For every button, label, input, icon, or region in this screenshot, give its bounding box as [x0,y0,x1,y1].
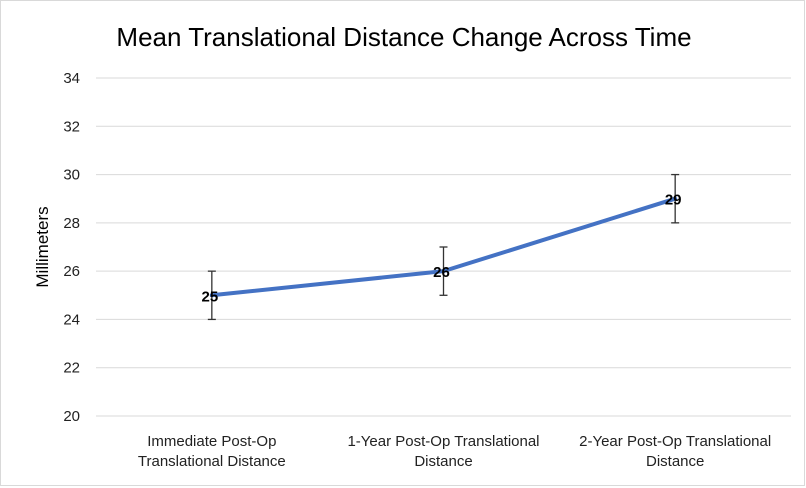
x-category-labels: Immediate Post-Op Translational Distance 1… [138,433,771,470]
data-label-1: 25 [201,288,218,305]
y-tick-label-30: 30 [63,167,80,184]
y-tick-label-34: 34 [63,70,80,87]
error-bar-1 [207,270,216,321]
y-tick-label-26: 26 [63,263,80,280]
data-label-2: 26 [433,264,450,281]
chart-title: Mean Translational Distance Change Acros… [116,22,691,52]
y-tick-label-20: 20 [63,408,80,425]
y-axis-label: Millimeters [33,206,52,287]
data-label-3: 29 [665,192,682,209]
y-tick-label-24: 24 [63,311,80,328]
x-category-label-3: 2-Year Post-Op Translational Distance [579,433,771,470]
y-tick-labels: 20 22 24 26 28 30 32 34 [63,70,80,425]
error-bar-3 [671,173,680,224]
y-tick-label-32: 32 [63,118,80,135]
y-tick-label-22: 22 [63,360,80,377]
x-category-label-1: Immediate Post-Op Translational Distance [138,433,286,470]
y-tick-label-28: 28 [63,215,80,232]
data-series: 25 26 29 [201,173,682,321]
error-bar-2 [439,246,448,296]
x-category-label-2: 1-Year Post-Op Translational Distance [347,433,539,470]
